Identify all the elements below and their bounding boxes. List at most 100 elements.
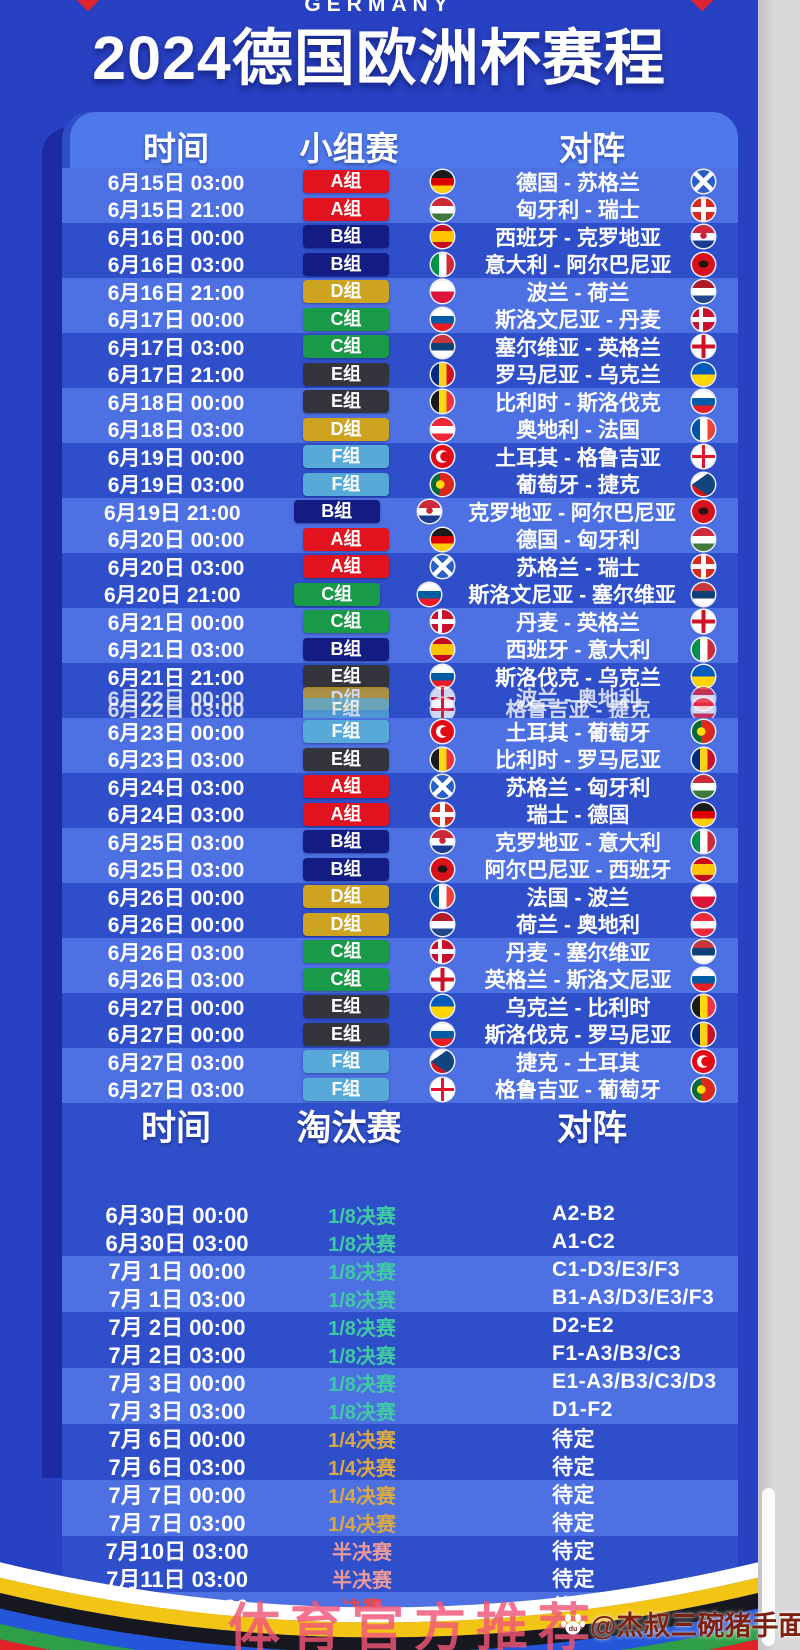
column-header-matchup: 对阵 [559, 130, 625, 167]
matchup-text: 克罗地亚 - 意大利 [495, 831, 661, 855]
match-row: 6月19日 21:00 B组 克罗地亚 - 阿尔巴尼亚 [62, 498, 738, 526]
match-row: 6月23日 00:00 F组 土耳其 - 葡萄牙 [62, 718, 738, 746]
flag-en-icon [691, 610, 715, 634]
flag-al-icon [692, 500, 716, 524]
group-badge: C组 [303, 967, 389, 991]
match-time: 6月22日 00:00 [107, 688, 245, 712]
flag-dk-icon [430, 610, 454, 634]
flag-de-icon [691, 802, 715, 826]
stage-label: 1/4决赛 [328, 1457, 396, 1480]
match-time: 6月18日 00:00 [107, 391, 245, 415]
match-time: 6月19日 03:00 [107, 474, 245, 498]
match-row: 6月26日 00:00 D组 荷兰 - 奥地利 [62, 911, 738, 939]
group-badge: F组 [303, 720, 389, 744]
scrollbar-thumb[interactable] [762, 1488, 775, 1646]
match-time: 7月 6日 00:00 [108, 1427, 246, 1452]
result-text: 待定 [552, 1456, 595, 1479]
match-row: 6月19日 00:00 F组 土耳其 - 格鲁吉亚 [62, 443, 738, 471]
flag-pt-icon [691, 720, 715, 744]
flag-sct-icon [430, 775, 454, 799]
stage-label: 半决赛 [332, 1541, 392, 1564]
knockout-row: 7月 2日 03:00 1/8决赛 F1-A3/B3/C3 [62, 1340, 738, 1368]
match-row: 6月24日 03:00 A组 瑞士 - 德国 [62, 801, 738, 829]
flag-ro-icon [691, 1022, 715, 1046]
result-text: F1-A3/B3/C3 [552, 1342, 682, 1365]
group-badge: F组 [303, 445, 389, 469]
flag-rs-icon [691, 940, 715, 964]
matchup-text: 比利时 - 罗马尼亚 [495, 749, 661, 773]
match-row: 6月17日 00:00 C组 斯洛文尼亚 - 丹麦 [62, 305, 738, 333]
stage-label: 1/8决赛 [328, 1373, 396, 1396]
matchup-text: 斯洛伐克 - 乌克兰 [495, 666, 661, 690]
stage-label: 1/4决赛 [328, 1485, 396, 1508]
result-text: D2-E2 [552, 1314, 615, 1337]
group-badge: C组 [293, 582, 380, 606]
result-text: 待定 [552, 1512, 595, 1535]
result-text: B1-A3/D3/E3/F3 [552, 1286, 715, 1309]
matchup-text: 瑞士 - 德国 [526, 804, 630, 828]
photo-background-strip [758, 0, 800, 1650]
match-time: 6月24日 03:00 [107, 776, 245, 800]
group-badge: B组 [303, 637, 389, 661]
page-title: 2024德国欧洲杯赛程 [92, 24, 666, 92]
group-badge: B组 [303, 225, 389, 249]
group-badge: E组 [303, 747, 389, 771]
group-badge: E组 [303, 1022, 389, 1046]
flag-fr-icon [691, 417, 715, 441]
match-time: 7月 6日 03:00 [108, 1455, 246, 1480]
matchup-text: 法国 - 波兰 [526, 886, 630, 910]
flag-nl-icon [691, 280, 715, 304]
knockout-row: 7月 1日 00:00 1/8决赛 C1-D3/E3/F3 [62, 1256, 738, 1284]
match-time: 6月23日 00:00 [107, 721, 245, 745]
matchup-text: 波兰 - 荷兰 [526, 281, 630, 305]
match-row: 6月26日 00:00 D组 法国 - 波兰 [62, 883, 738, 911]
knockout-row: 7月 7日 03:00 1/4决赛 待定 [62, 1508, 738, 1536]
match-time: 6月26日 03:00 [107, 969, 245, 993]
matchup-text: 斯洛文尼亚 - 丹麦 [495, 309, 661, 333]
stage-label: 1/8决赛 [328, 1205, 396, 1228]
matchup-text: 德国 - 匈牙利 [516, 529, 640, 553]
flag-ch-icon [691, 555, 715, 579]
matchup-text: 罗马尼亚 - 乌克兰 [495, 364, 661, 388]
group-badge: D组 [303, 417, 389, 441]
flag-rs-icon [692, 582, 716, 606]
matchup-text: 英格兰 - 斯洛文尼亚 [484, 969, 672, 993]
column-header-groups: 小组赛 [299, 130, 399, 167]
group-badge: A组 [303, 555, 389, 579]
column-header-time: 时间 [140, 1109, 212, 1148]
match-time: 6月19日 21:00 [103, 501, 241, 525]
match-time: 6月30日 03:00 [105, 1231, 249, 1256]
group-badge: A组 [303, 170, 389, 194]
group-rows: 6月15日 03:00 A组 德国 - 苏格兰 6月15日 21:00 A组 匈… [62, 168, 738, 1103]
watermark-text: 体育官方推荐 [228, 1600, 601, 1650]
stage-label: 1/8决赛 [328, 1401, 396, 1424]
result-text: 待定 [552, 1428, 595, 1451]
matchup-text: 德国 - 苏格兰 [516, 171, 640, 195]
match-row: 6月21日 03:00 B组 西班牙 - 意大利 [62, 635, 738, 663]
match-row: 6月26日 03:00 C组 丹麦 - 塞尔维亚 [62, 938, 738, 966]
flag-at-icon [691, 912, 715, 936]
matchup-text: 乌克兰 - 比利时 [505, 996, 651, 1020]
matchup-text: 西班牙 - 克罗地亚 [495, 226, 661, 250]
group-badge: C组 [303, 335, 389, 359]
flag-cz-icon [691, 472, 715, 496]
flag-at-icon [691, 697, 715, 721]
match-row: 6月18日 00:00 E组 比利时 - 斯洛伐克 [62, 388, 738, 416]
matchup-text: 塞尔维亚 - 英格兰 [495, 336, 661, 360]
stage-label: 1/4决赛 [328, 1429, 396, 1452]
match-time: 6月20日 00:00 [107, 529, 245, 553]
matchup-text: 苏格兰 - 瑞士 [516, 556, 640, 580]
flag-si-icon [691, 967, 715, 991]
match-row: 6月27日 03:00 F组 捷克 - 土耳其 [62, 1048, 738, 1076]
flag-sct-icon [430, 555, 454, 579]
flag-ro-icon [691, 747, 715, 771]
match-row: 6月16日 03:00 B组 意大利 - 阿尔巴尼亚 [62, 251, 738, 279]
match-time: 7月 3日 03:00 [108, 1399, 246, 1424]
result-text: A2-B2 [552, 1202, 616, 1225]
flag-ua-icon [430, 995, 454, 1019]
flag-en-icon [430, 967, 454, 991]
flag-pl-icon [691, 885, 715, 909]
flag-at-icon [430, 417, 454, 441]
matchup-text: 匈牙利 - 瑞士 [516, 199, 640, 223]
